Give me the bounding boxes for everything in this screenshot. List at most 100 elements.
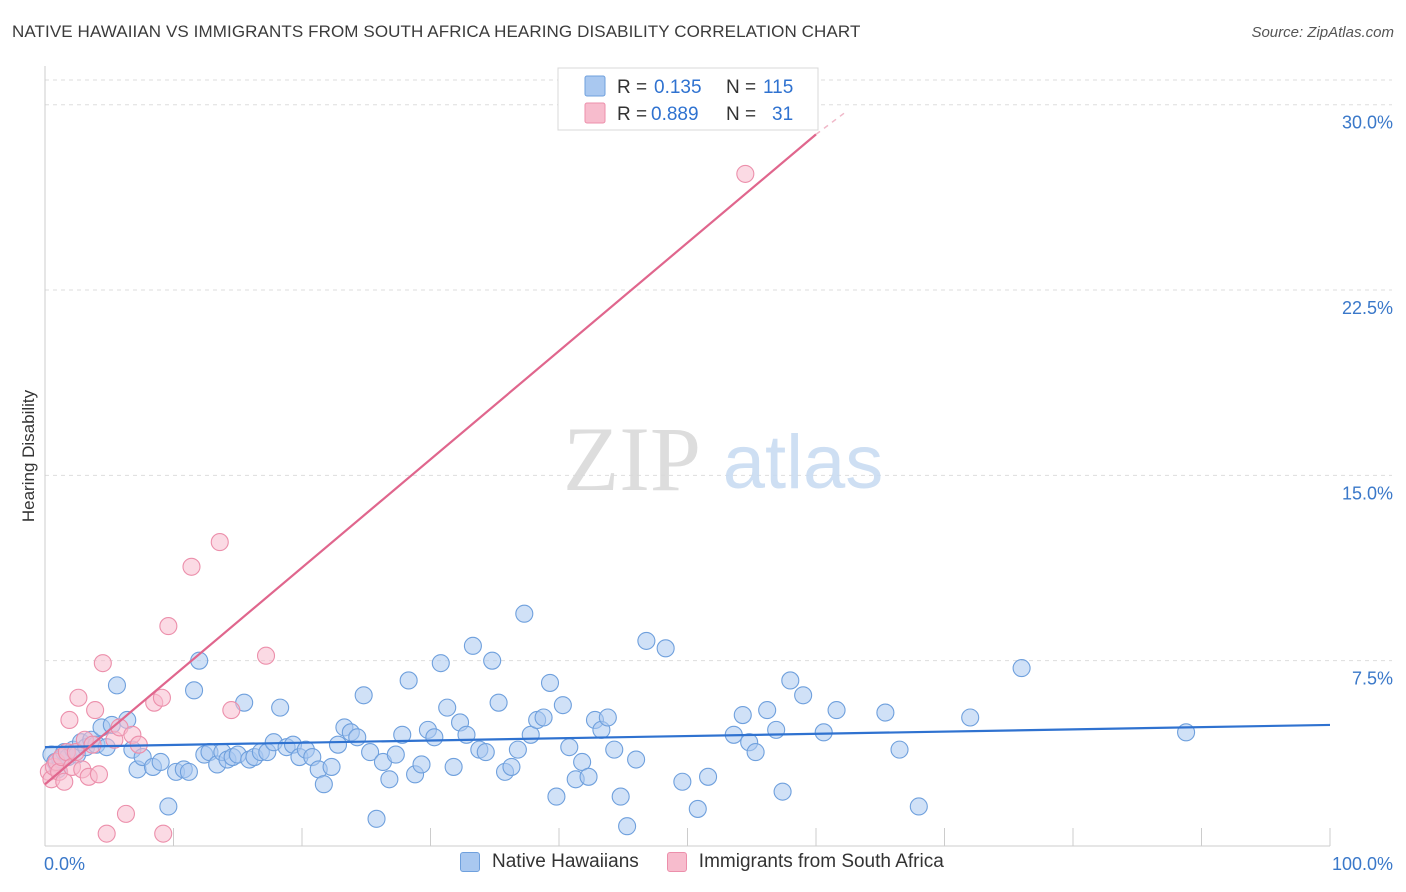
grid-lines bbox=[45, 79, 1392, 662]
data-point bbox=[314, 775, 333, 794]
y-tick-label: 30.0% bbox=[1342, 113, 1393, 133]
data-point bbox=[515, 604, 534, 623]
legend-swatch-pink bbox=[584, 102, 606, 124]
data-point bbox=[185, 681, 204, 700]
data-point bbox=[540, 673, 560, 692]
y-tick-label: 7.5% bbox=[1352, 669, 1393, 689]
data-point bbox=[502, 757, 521, 776]
data-point bbox=[412, 755, 431, 774]
legend-n-value: 115 bbox=[763, 77, 793, 98]
data-point bbox=[656, 639, 675, 658]
data-point bbox=[438, 698, 457, 717]
y-tick-labels: 7.5% 15.0% 22.5% 30.0% bbox=[1342, 113, 1393, 689]
data-point bbox=[60, 710, 79, 730]
data-point bbox=[827, 701, 846, 720]
legend-r-value: 0.135 bbox=[654, 77, 702, 98]
data-point bbox=[154, 824, 173, 843]
data-point bbox=[463, 636, 482, 655]
data-point bbox=[444, 757, 463, 776]
data-point bbox=[961, 708, 980, 727]
data-point bbox=[159, 617, 178, 636]
data-point bbox=[814, 723, 833, 742]
legend-n-label: N = bbox=[726, 77, 756, 98]
data-point bbox=[890, 740, 909, 759]
data-point bbox=[380, 770, 399, 789]
data-point bbox=[116, 804, 136, 823]
data-point bbox=[361, 743, 380, 762]
x-tick-label: 0.0% bbox=[44, 854, 85, 874]
data-point bbox=[560, 738, 579, 757]
data-point bbox=[55, 772, 74, 791]
data-point bbox=[354, 686, 373, 705]
data-point bbox=[688, 799, 707, 818]
legend-n-label: N = bbox=[726, 104, 756, 125]
data-point bbox=[93, 654, 112, 673]
data-point bbox=[222, 701, 241, 720]
data-point bbox=[151, 752, 170, 772]
data-point bbox=[673, 772, 692, 791]
data-point bbox=[534, 708, 553, 727]
trend-line bbox=[44, 723, 1331, 749]
data-point bbox=[489, 693, 508, 712]
data-point bbox=[746, 743, 765, 762]
data-point bbox=[794, 686, 813, 705]
data-point bbox=[598, 708, 617, 727]
legend-item-south-africa[interactable]: Immigrants from South Africa bbox=[666, 851, 944, 873]
data-point bbox=[1012, 659, 1031, 678]
data-point bbox=[733, 705, 752, 725]
data-point bbox=[736, 164, 755, 183]
data-point bbox=[182, 557, 201, 576]
data-point bbox=[210, 533, 229, 552]
data-point bbox=[773, 782, 792, 801]
data-point bbox=[367, 809, 386, 828]
data-point bbox=[767, 720, 786, 739]
data-point bbox=[553, 696, 572, 715]
legend-swatch-blue bbox=[584, 75, 606, 97]
trend-line-extension bbox=[815, 111, 847, 135]
data-point bbox=[107, 676, 127, 695]
legend-swatch-blue bbox=[460, 852, 480, 872]
data-point bbox=[179, 762, 198, 781]
data-point bbox=[637, 631, 656, 650]
data-point bbox=[159, 797, 178, 816]
y-tick-label: 22.5% bbox=[1342, 298, 1393, 318]
data-point bbox=[781, 671, 800, 690]
legend-r-label: R = bbox=[617, 77, 647, 98]
trend-lines bbox=[44, 111, 1331, 786]
data-point bbox=[86, 701, 105, 720]
series-south-africa bbox=[39, 164, 755, 843]
source-label: Source: ZipAtlas.com bbox=[1251, 24, 1394, 41]
axes bbox=[44, 66, 1331, 847]
y-axis-label: Hearing Disability bbox=[19, 389, 38, 522]
data-point bbox=[399, 671, 418, 690]
data-point bbox=[547, 787, 566, 806]
data-point bbox=[758, 701, 777, 720]
data-point bbox=[386, 745, 405, 764]
data-point bbox=[876, 703, 895, 722]
legend-bottom: Native Hawaiians Immigrants from South A… bbox=[460, 851, 972, 873]
data-point bbox=[909, 797, 928, 816]
x-tick-labels: 0.0% 100.0% bbox=[44, 854, 1393, 874]
data-point bbox=[97, 824, 116, 843]
data-point bbox=[431, 654, 450, 673]
data-point bbox=[393, 725, 412, 744]
data-point bbox=[425, 728, 444, 747]
legend-swatch-pink bbox=[666, 852, 687, 872]
data-point bbox=[699, 767, 718, 786]
data-point bbox=[627, 750, 646, 769]
data-point bbox=[611, 787, 630, 806]
legend-item-native-hawaiians[interactable]: Native Hawaiians bbox=[460, 851, 639, 873]
data-point bbox=[618, 817, 637, 836]
data-point bbox=[152, 688, 171, 707]
y-tick-label: 15.0% bbox=[1342, 483, 1393, 503]
data-point bbox=[69, 688, 88, 707]
x-tick-label: 100.0% bbox=[1332, 854, 1393, 874]
chart-title: NATIVE HAWAIIAN VS IMMIGRANTS FROM SOUTH… bbox=[12, 22, 861, 41]
legend-label: Immigrants from South Africa bbox=[698, 851, 944, 872]
legend-r-label: R = bbox=[617, 104, 647, 125]
data-point bbox=[256, 646, 276, 665]
data-point bbox=[89, 765, 109, 784]
data-point bbox=[271, 698, 290, 717]
data-point bbox=[483, 651, 502, 670]
